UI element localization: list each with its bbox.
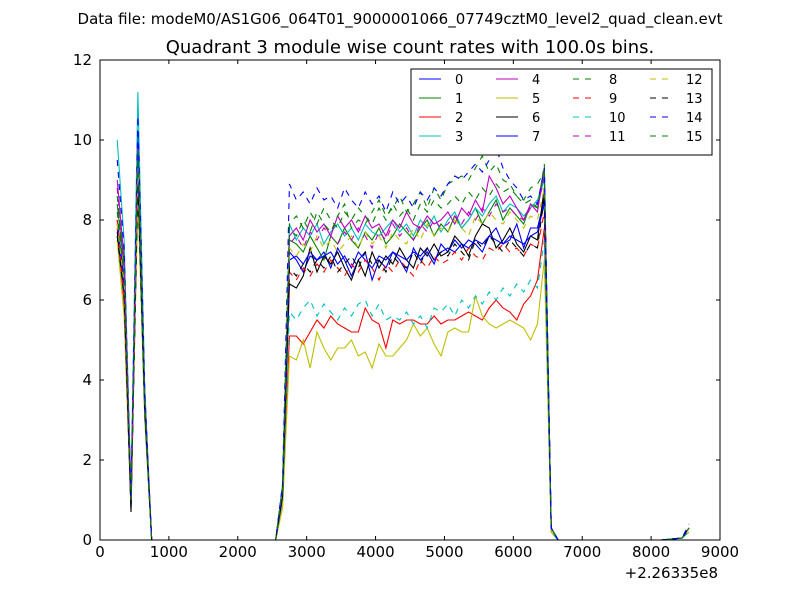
chart-title: Quadrant 3 module wise count rates with … xyxy=(166,37,655,58)
legend-label-9: 9 xyxy=(609,92,617,107)
y-tick-label: 6 xyxy=(82,291,92,309)
legend-label-1: 1 xyxy=(455,92,463,107)
series-line-14 xyxy=(116,115,690,540)
suptitle: Data file: modeM0/AS1G06_064T01_90000010… xyxy=(78,10,723,29)
x-tick-label: 2000 xyxy=(219,543,257,561)
series-line-3 xyxy=(116,91,690,540)
series-line-2 xyxy=(116,179,690,540)
x-axis-offset-label: +2.26335e8 xyxy=(625,564,718,582)
series-line-8 xyxy=(116,154,690,540)
legend-label-5: 5 xyxy=(532,92,540,107)
legend-label-12: 12 xyxy=(686,73,703,88)
x-tick-label: 6000 xyxy=(494,543,532,561)
legend-label-14: 14 xyxy=(686,111,703,126)
y-tick-label: 12 xyxy=(73,51,92,69)
legend-label-6: 6 xyxy=(532,111,540,126)
series-lines xyxy=(116,91,690,540)
x-tick-label: 0 xyxy=(95,543,105,561)
x-tick-label: 4000 xyxy=(356,543,394,561)
series-line-9 xyxy=(116,175,690,540)
y-tick-label: 10 xyxy=(73,131,92,149)
y-tick-label: 0 xyxy=(82,531,92,549)
legend-frame xyxy=(410,68,713,156)
y-tick-label: 8 xyxy=(82,211,92,229)
legend-label-3: 3 xyxy=(455,130,463,145)
x-tick-label: 1000 xyxy=(150,543,188,561)
series-line-0 xyxy=(116,131,690,540)
series-line-13 xyxy=(116,183,690,540)
series-line-11 xyxy=(116,143,690,540)
legend-label-0: 0 xyxy=(455,73,463,88)
series-line-15 xyxy=(116,151,690,540)
series-line-1 xyxy=(116,155,690,540)
x-tick-label: 9000 xyxy=(701,543,739,561)
x-tick-label: 7000 xyxy=(563,543,601,561)
x-tick-label: 5000 xyxy=(425,543,463,561)
legend-label-11: 11 xyxy=(609,130,626,145)
legend-label-2: 2 xyxy=(455,111,463,126)
plot-area: 0 1000 2000 3000 4000 5000 6000 7000 8000 9000 0 2 4… xyxy=(73,51,739,561)
x-tick-label: 8000 xyxy=(632,543,670,561)
legend-label-13: 13 xyxy=(686,92,703,107)
series-line-12 xyxy=(116,167,690,540)
legend-label-4: 4 xyxy=(532,73,540,88)
series-line-10 xyxy=(116,183,690,540)
legend-label-8: 8 xyxy=(609,73,617,88)
series-line-5 xyxy=(116,195,690,540)
x-tick-label: 3000 xyxy=(288,543,326,561)
y-tick-label: 2 xyxy=(82,451,92,469)
y-tick-label: 4 xyxy=(82,371,92,389)
legend-label-10: 10 xyxy=(609,111,626,126)
legend-label-15: 15 xyxy=(686,130,703,145)
legend-label-7: 7 xyxy=(532,130,540,145)
